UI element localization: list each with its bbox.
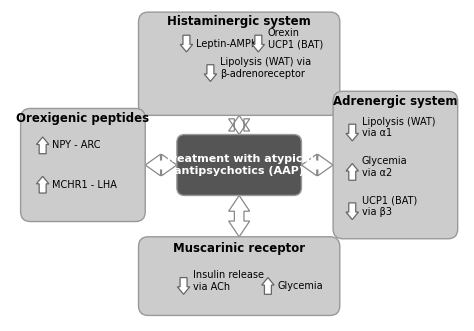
Polygon shape: [36, 176, 49, 193]
Text: Orexigenic peptides: Orexigenic peptides: [17, 112, 149, 125]
Polygon shape: [177, 278, 190, 294]
Text: Adrenergic system: Adrenergic system: [333, 95, 457, 108]
Text: Treatment with atypical
antipsychotics (AAP): Treatment with atypical antipsychotics (…: [165, 154, 313, 176]
Polygon shape: [346, 164, 358, 180]
Polygon shape: [346, 124, 358, 141]
Polygon shape: [228, 116, 250, 134]
Text: Muscarinic receptor: Muscarinic receptor: [173, 242, 305, 255]
Polygon shape: [301, 154, 333, 176]
FancyBboxPatch shape: [138, 12, 340, 116]
FancyBboxPatch shape: [333, 91, 458, 239]
Text: Lipolysis (WAT)
via α1: Lipolysis (WAT) via α1: [362, 117, 435, 138]
Polygon shape: [228, 196, 250, 237]
Polygon shape: [262, 278, 274, 294]
Polygon shape: [346, 203, 358, 219]
Polygon shape: [252, 35, 264, 52]
Text: Lipolysis (WAT) via
β-adrenoreceptor: Lipolysis (WAT) via β-adrenoreceptor: [220, 57, 311, 79]
FancyBboxPatch shape: [177, 134, 301, 196]
FancyBboxPatch shape: [20, 109, 145, 221]
Text: Glycemia: Glycemia: [277, 281, 323, 291]
Polygon shape: [145, 154, 177, 176]
FancyBboxPatch shape: [138, 237, 340, 315]
Text: NPY - ARC: NPY - ARC: [52, 140, 101, 150]
Text: Insulin release
via ACh: Insulin release via ACh: [193, 270, 264, 292]
Text: MCHR1 - LHA: MCHR1 - LHA: [52, 180, 117, 190]
Polygon shape: [36, 137, 49, 154]
Text: Leptin-AMPK: Leptin-AMPK: [196, 39, 257, 49]
Polygon shape: [180, 35, 192, 52]
Polygon shape: [204, 65, 217, 81]
Text: Glycemia
via α2: Glycemia via α2: [362, 156, 408, 178]
Text: UCP1 (BAT)
via β3: UCP1 (BAT) via β3: [362, 196, 417, 217]
Text: Orexin
UCP1 (BAT): Orexin UCP1 (BAT): [268, 28, 323, 49]
Text: Histaminergic system: Histaminergic system: [167, 16, 311, 28]
